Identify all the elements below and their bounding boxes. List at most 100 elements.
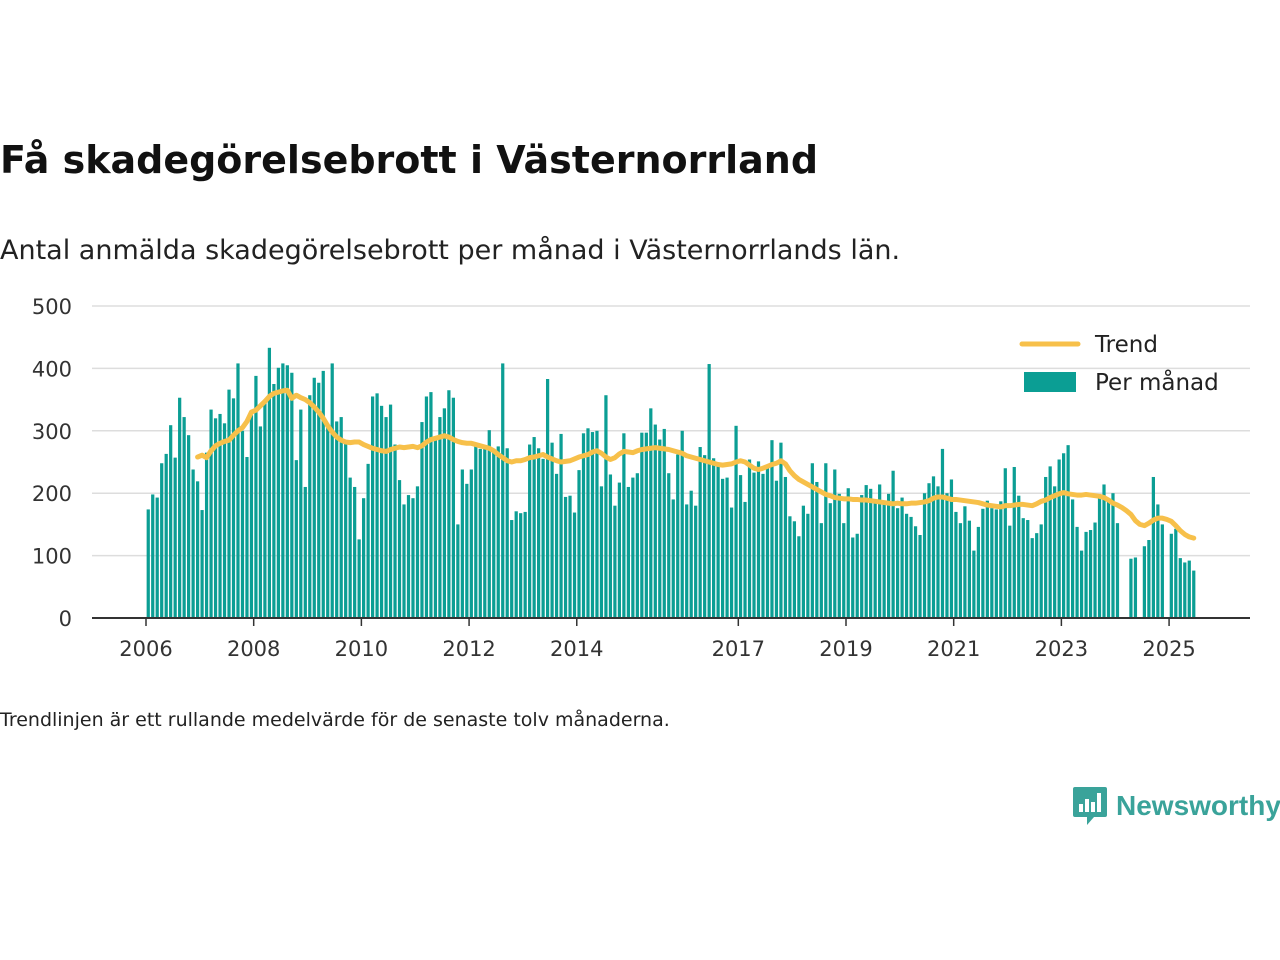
legend: Trend Per månad — [1019, 332, 1219, 396]
bar — [999, 501, 1003, 618]
bar — [317, 382, 321, 618]
bar — [294, 460, 298, 618]
bar — [1178, 558, 1182, 618]
bar — [891, 470, 895, 618]
bar — [200, 510, 204, 618]
bar — [478, 448, 482, 618]
x-tick-label: 2006 — [119, 637, 172, 661]
x-tick-label: 2023 — [1035, 637, 1088, 661]
bar — [151, 494, 155, 618]
bar — [900, 497, 904, 618]
x-tick-label: 2021 — [927, 637, 980, 661]
bar — [797, 536, 801, 618]
bar — [595, 430, 599, 618]
bar — [895, 508, 900, 618]
bar — [1102, 484, 1106, 618]
bar — [272, 384, 276, 618]
bar — [1008, 525, 1012, 618]
bar — [608, 474, 613, 618]
bar — [164, 453, 168, 618]
bar — [635, 473, 639, 618]
bar — [532, 437, 536, 618]
bar — [1088, 530, 1093, 618]
bar — [1075, 526, 1079, 618]
bar — [676, 454, 680, 618]
bar — [348, 477, 352, 618]
bar — [321, 370, 325, 618]
x-tick-label: 2019 — [819, 637, 872, 661]
bar — [1003, 468, 1007, 618]
bar — [370, 396, 375, 618]
x-tick-label: 2025 — [1142, 637, 1195, 661]
bar — [1106, 501, 1111, 618]
bar — [276, 367, 280, 618]
x-axis-labels: 2006 2008 2010 2012 2014 2017 2019 2021 2023 2025 — [119, 637, 1196, 661]
bar — [599, 486, 604, 618]
bar — [774, 480, 779, 618]
bar — [227, 389, 231, 618]
bar — [460, 469, 464, 618]
bar — [972, 550, 976, 618]
bar — [326, 427, 330, 618]
bar — [1097, 495, 1102, 618]
bar — [492, 448, 496, 618]
bar — [299, 409, 303, 618]
bar — [873, 501, 877, 618]
chart-subtitle: Antal anmälda skadegörelsebrott per måna… — [0, 235, 901, 266]
bar — [689, 490, 693, 618]
bar — [752, 472, 756, 618]
bar — [590, 432, 595, 618]
bar — [308, 395, 312, 618]
y-tick-label: 100 — [32, 545, 72, 569]
bar — [523, 511, 527, 618]
bar — [788, 516, 792, 618]
bar — [384, 417, 388, 618]
bar — [465, 483, 469, 618]
bar — [743, 501, 747, 618]
bar — [537, 448, 541, 618]
bar — [258, 426, 263, 618]
bar — [846, 488, 850, 618]
bar — [236, 363, 240, 618]
bar — [191, 469, 195, 618]
bar — [1035, 533, 1039, 618]
bar — [1084, 531, 1088, 618]
bar — [335, 421, 339, 618]
bar — [505, 448, 509, 618]
y-tick-label: 0 — [59, 607, 72, 631]
bar — [406, 495, 411, 618]
bar — [913, 526, 918, 618]
bar — [1057, 459, 1061, 618]
bar — [1115, 523, 1120, 618]
bar — [815, 481, 819, 618]
bar — [173, 457, 177, 618]
bar — [568, 495, 572, 618]
x-tick-label: 2017 — [712, 637, 765, 661]
bar — [581, 433, 586, 618]
bar — [985, 500, 989, 618]
bar — [442, 408, 447, 618]
bar — [819, 523, 823, 618]
bar — [761, 473, 765, 618]
bar — [613, 505, 617, 618]
trend-line — [195, 387, 1197, 541]
bar — [904, 513, 909, 618]
bar — [1156, 504, 1160, 618]
bar — [703, 455, 707, 618]
bar — [1093, 522, 1097, 618]
bar — [514, 511, 518, 618]
bar — [1053, 486, 1057, 618]
bar — [501, 363, 505, 618]
legend-per-month-swatch — [1024, 372, 1076, 392]
bar — [267, 347, 272, 618]
bar — [976, 526, 980, 618]
bar — [694, 505, 698, 618]
bar — [245, 457, 249, 618]
bar — [949, 479, 954, 618]
bar — [1147, 540, 1151, 618]
bar — [869, 488, 873, 618]
bar — [195, 481, 200, 618]
bar — [519, 513, 523, 618]
bar — [240, 430, 245, 618]
bar — [909, 516, 913, 618]
